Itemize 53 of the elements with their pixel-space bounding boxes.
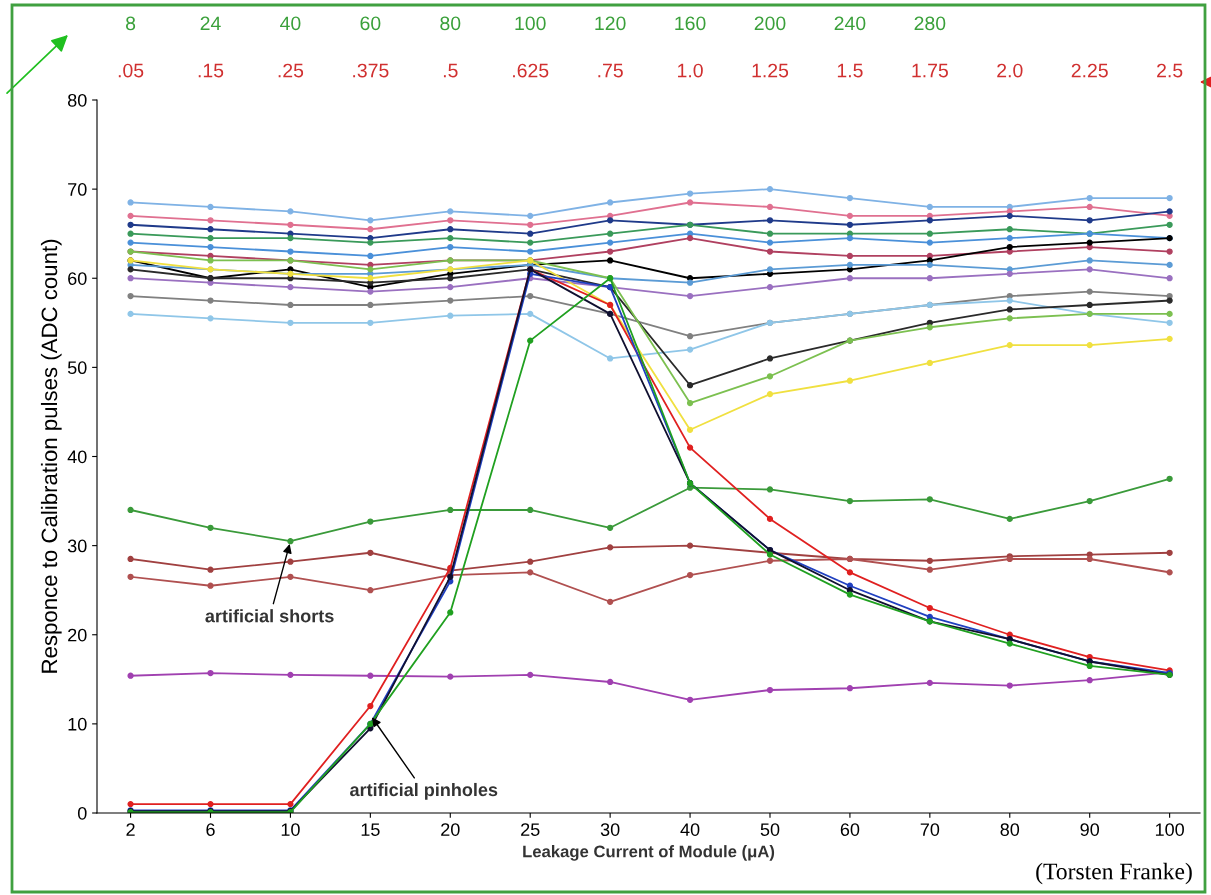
x-tick-label: 90 [1080,823,1100,836]
text: 200 [754,16,786,31]
text: .15 [198,63,224,78]
y-axis-title: Responce to Calibration pulses (ADC count) [40,239,62,673]
x-tick-label: 60 [840,823,860,836]
x-tick-label: 15 [361,823,380,836]
y-tick-label: 60 [68,272,87,285]
y-tick-label: 20 [68,628,87,642]
text: .625 [513,63,549,78]
text: .05 [118,63,144,78]
x-tick-label: 30 [600,823,620,836]
text: 8 [126,16,136,31]
y-tick-label: 80 [67,93,87,107]
x-tick-label: 6 [206,823,215,836]
x-tick-label: 40 [680,823,700,836]
text: 1.0 [678,63,703,78]
text: 2.25 [1071,63,1108,78]
x-tick-label: 10 [281,823,300,836]
text: 1.25 [752,63,789,78]
x-tick-label: 50 [760,823,780,836]
text: 100 [515,16,546,31]
text: 240 [834,16,866,31]
text: 120 [595,16,626,31]
annotation: artificial pinholes [350,782,498,800]
y-tick-label: 50 [67,361,87,375]
x-tick-label: 80 [1000,823,1020,836]
x-tick-label: 100 [1155,823,1184,836]
text: 40 [280,16,301,31]
text: .5 [443,63,458,78]
text: 160 [675,16,706,31]
y-tick-label: 40 [67,450,87,464]
x-tick-label: 70 [920,823,940,836]
x-tick-label: 2 [126,823,135,836]
x-tick-label: 25 [521,823,540,836]
x-axis-title: Leakage Current of Module (μA) [523,845,775,861]
text: 24 [200,16,221,31]
text: 1.75 [912,63,948,78]
y-tick-label: 0 [77,806,87,820]
y-tick-label: 30 [67,539,87,553]
text: 2.5 [1157,63,1183,78]
x-tick-label: 20 [441,823,460,836]
text: 1.5 [837,63,863,78]
text: (Torsten Franke) [1036,862,1192,885]
text: .25 [278,63,304,78]
text: 80 [440,16,461,31]
text: .75 [598,63,623,78]
y-tick-label: 10 [68,717,87,731]
y-tick-label: 70 [68,183,87,196]
annotation: artificial shorts [205,609,334,623]
text: .375 [353,63,389,78]
text: 60 [360,16,381,31]
text: 2.0 [997,63,1023,78]
text: 280 [914,16,946,31]
